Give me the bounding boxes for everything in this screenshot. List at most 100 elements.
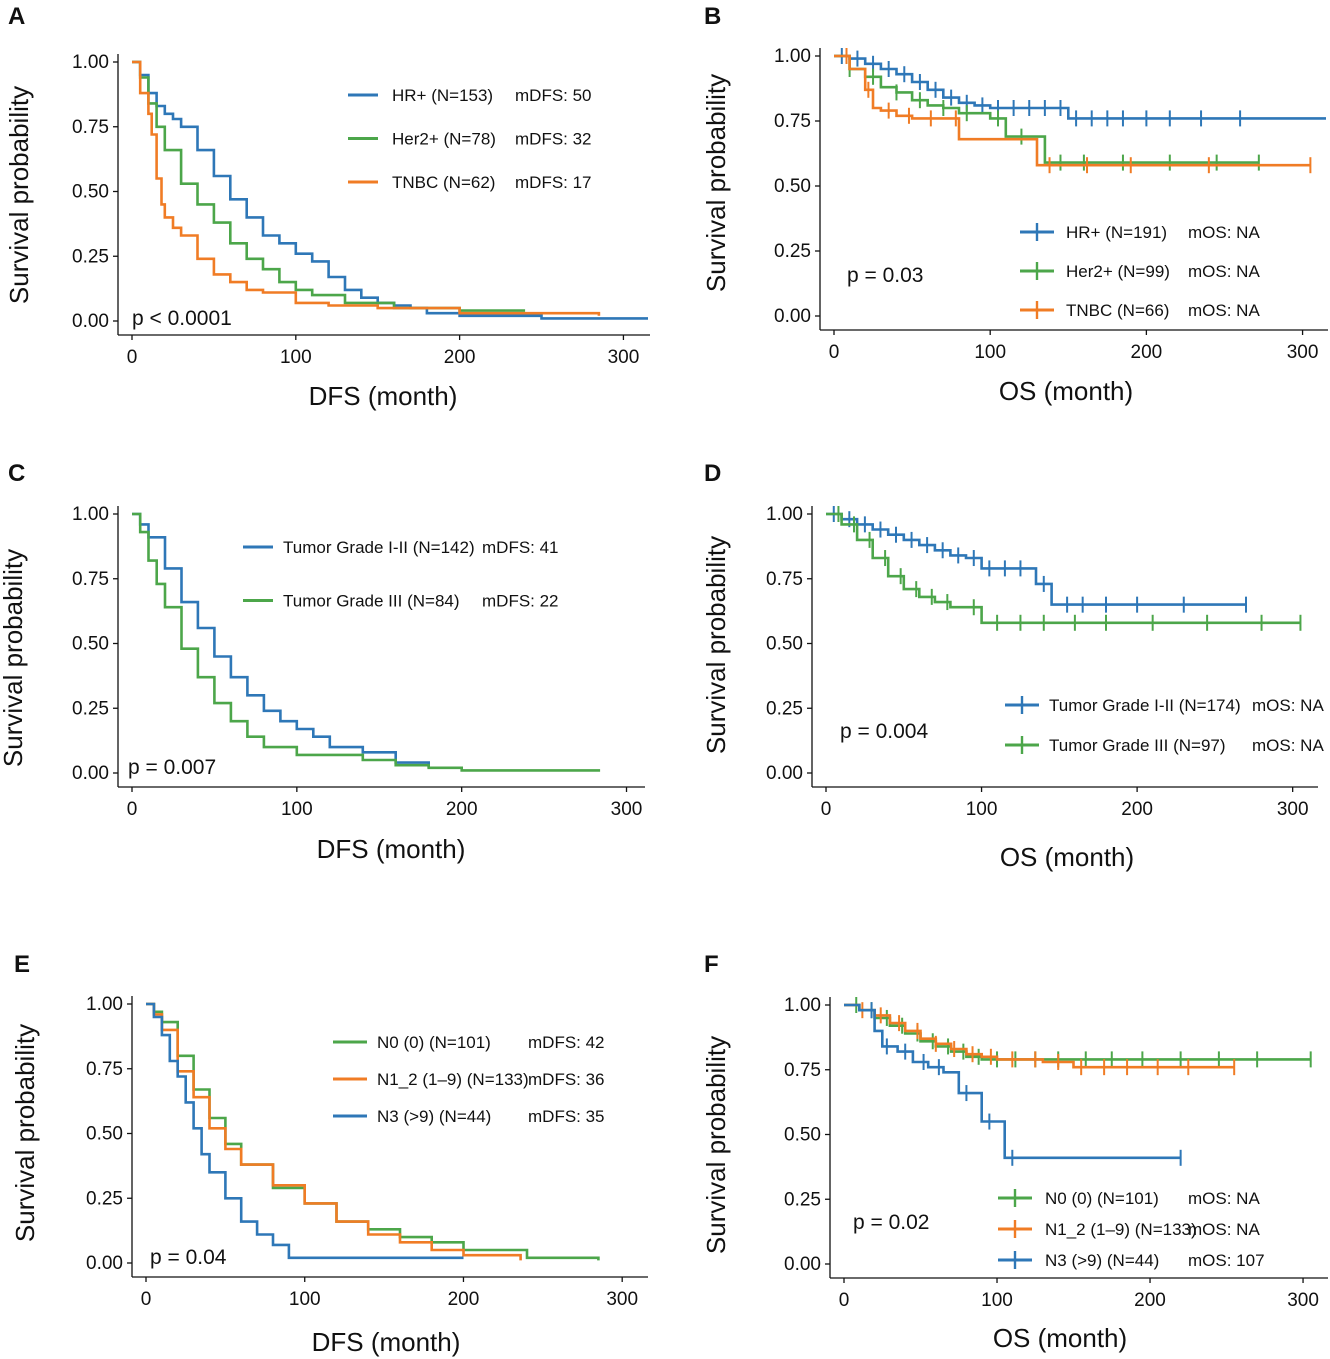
- p-value-label: p = 0.004: [840, 720, 928, 743]
- x-tick-label: 100: [280, 347, 312, 368]
- series-line-tumor-grade-i-ii: [132, 512, 430, 768]
- series-line-n1-2-1-9: [146, 1002, 522, 1261]
- legend-label: Her2+ (N=99): [1066, 262, 1170, 281]
- x-tick-label: 0: [829, 342, 840, 363]
- legend-stat: mOS: NA: [1188, 1220, 1260, 1239]
- legend-stat: mOS: NA: [1188, 262, 1260, 281]
- y-tick-label: 0.75: [784, 1060, 821, 1081]
- legend: Tumor Grade I-II (N=142) mDFS: 41 Tumor Gr…: [243, 538, 559, 611]
- y-tick-label: 0.50: [766, 634, 803, 655]
- p-value-label: p = 0.03: [847, 264, 923, 287]
- legend-stat: mDFS: 50: [515, 86, 592, 105]
- x-tick-label: 100: [966, 799, 998, 820]
- y-tick-label: 0.50: [784, 1125, 821, 1146]
- legend-label: N3 (>9) (N=44): [377, 1107, 491, 1126]
- legend: N0 (0) (N=101) mDFS: 42 N1_2 (1–9) (N=133)…: [333, 1033, 605, 1126]
- p-value-label: p < 0.0001: [132, 307, 232, 330]
- legend-label: TNBC (N=62): [392, 173, 495, 192]
- x-tick-label: 100: [981, 1290, 1013, 1311]
- legend-stat: mOS: NA: [1188, 223, 1260, 242]
- panel-letter: B: [704, 3, 721, 30]
- x-tick-label: 300: [1277, 799, 1309, 820]
- legend-label: Tumor Grade III (N=84): [283, 592, 460, 611]
- panel-letter: D: [704, 460, 721, 487]
- legend-label: Tumor Grade I-II (N=174): [1049, 696, 1241, 715]
- x-tick-label: 300: [1287, 342, 1319, 363]
- legend-stat: mOS: NA: [1188, 301, 1260, 320]
- x-tick-label: 200: [446, 799, 478, 820]
- x-tick-label: 100: [289, 1289, 321, 1310]
- legend-stat: mOS: NA: [1188, 1189, 1260, 1208]
- y-axis-label: Survival probability: [701, 1036, 731, 1254]
- y-tick-label: 0.50: [774, 176, 811, 197]
- legend-stat: mDFS: 41: [482, 538, 559, 557]
- legend-label: Tumor Grade III (N=97): [1049, 736, 1226, 755]
- y-tick-label: 0.50: [72, 634, 109, 655]
- x-tick-label: 200: [444, 347, 476, 368]
- legend-label: Tumor Grade I-II (N=142): [283, 538, 475, 557]
- legend: HR+ (N=153) mDFS: 50 Her2+ (N=78) mDFS: 32 T…: [348, 86, 592, 192]
- y-tick-label: 0.75: [766, 569, 803, 590]
- legend-label: TNBC (N=66): [1066, 301, 1169, 320]
- y-axis-label: Survival probability: [4, 86, 34, 304]
- panel-f: F 0.00 0.25 0.50 0.75 1.00 0 100 200 300 OS (month…: [701, 951, 1328, 1353]
- y-tick-label: 0.50: [72, 182, 109, 203]
- series-line-tumor-grade-iii: [132, 512, 601, 772]
- panel-a: A 0.00 0.25 0.50 0.75 1.00 0 100 200 300 DFS (mont…: [4, 3, 650, 411]
- legend-label: N0 (0) (N=101): [377, 1033, 491, 1052]
- y-tick-label: 0.75: [86, 1059, 123, 1080]
- x-tick-label: 0: [127, 347, 138, 368]
- y-tick-label: 0.25: [766, 698, 803, 719]
- series-line-n3-9: [844, 1003, 1181, 1160]
- legend: HR+ (N=191) mOS: NA Her2+ (N=99) mOS: NA TNB…: [1020, 223, 1260, 320]
- legend-stat: mOS: NA: [1252, 736, 1324, 755]
- y-tick-label: 0.00: [766, 763, 803, 784]
- p-value-label: p = 0.04: [150, 1246, 227, 1269]
- y-tick-label: 0.75: [774, 111, 811, 132]
- y-tick-label: 1.00: [784, 995, 821, 1016]
- series-line-tumor-grade-iii: [826, 512, 1301, 625]
- p-value-label: p = 0.02: [853, 1211, 929, 1234]
- legend-stat: mDFS: 17: [515, 173, 592, 192]
- legend-label: Her2+ (N=78): [392, 130, 496, 149]
- x-tick-label: 200: [1131, 342, 1163, 363]
- y-tick-label: 0.75: [72, 569, 109, 590]
- series-line-hr: [132, 60, 648, 320]
- y-tick-label: 0.25: [774, 241, 811, 262]
- panel-e: E 0.00 0.25 0.50 0.75 1.00 0 100 200 300 DFS (mont…: [10, 951, 648, 1357]
- panel-d: D 0.00 0.25 0.50 0.75 1.00 0 100 200 300 OS (month…: [701, 460, 1324, 872]
- panel-letter: F: [704, 951, 719, 978]
- series-line-tnbc: [132, 60, 601, 316]
- y-axis-label: Survival probability: [701, 536, 731, 754]
- x-axis-label: DFS (month): [317, 834, 466, 864]
- y-tick-label: 0.25: [86, 1188, 123, 1209]
- legend-stat: mDFS: 32: [515, 130, 592, 149]
- legend-stat: mOS: NA: [1252, 696, 1324, 715]
- panel-letter: A: [8, 3, 25, 30]
- x-tick-label: 0: [821, 799, 832, 820]
- x-axis-label: OS (month): [999, 376, 1133, 406]
- y-tick-label: 0.25: [784, 1189, 821, 1210]
- x-tick-label: 0: [127, 799, 138, 820]
- x-tick-label: 100: [281, 799, 313, 820]
- legend-stat: mOS: 107: [1188, 1251, 1265, 1270]
- legend-label: N1_2 (1–9) (N=133): [377, 1070, 529, 1089]
- y-axis-label: Survival probability: [0, 549, 28, 767]
- x-axis-label: DFS (month): [312, 1327, 461, 1357]
- x-axis-label: OS (month): [1000, 842, 1134, 872]
- series-line-n1-2-1-9: [844, 1003, 1235, 1069]
- panel-b: B 0.00 0.25 0.50 0.75 1.00 0 100 200 300 OS (month…: [701, 3, 1328, 406]
- y-tick-label: 1.00: [766, 504, 803, 525]
- legend-label: N0 (0) (N=101): [1045, 1189, 1159, 1208]
- panel-letter: C: [8, 460, 25, 487]
- legend: Tumor Grade I-II (N=174) mOS: NA Tumor Gra…: [1005, 696, 1324, 755]
- x-tick-label: 300: [611, 799, 643, 820]
- panel-c: C 0.00 0.25 0.50 0.75 1.00 0 100 200 300 DFS (mont…: [0, 460, 645, 864]
- y-tick-label: 0.75: [72, 117, 109, 138]
- x-tick-label: 0: [839, 1290, 850, 1311]
- legend-stat: mDFS: 35: [528, 1107, 605, 1126]
- x-axis-label: OS (month): [993, 1323, 1127, 1353]
- y-tick-label: 0.00: [72, 311, 109, 332]
